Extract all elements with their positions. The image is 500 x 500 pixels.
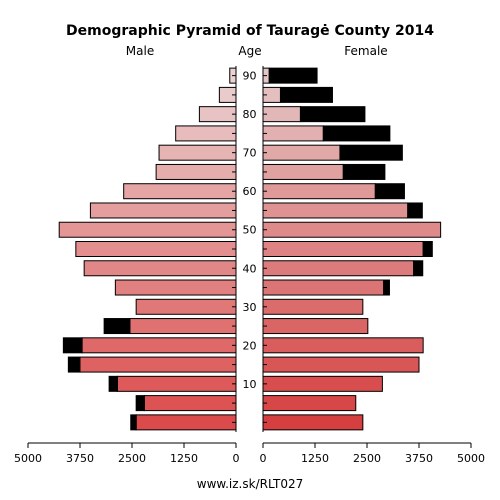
female-label: Female bbox=[344, 44, 387, 58]
male-excess-bar-0-4 bbox=[130, 414, 137, 431]
age-tick-label-40: 40 bbox=[243, 262, 257, 275]
male-label: Male bbox=[126, 44, 154, 58]
male-x-tick-label: 3750 bbox=[66, 452, 94, 465]
female-bar-45-49 bbox=[262, 241, 424, 257]
female-excess-bar-85-89 bbox=[279, 86, 333, 103]
female-excess-bar-45-49 bbox=[422, 241, 433, 257]
female-bar-30-34 bbox=[262, 298, 364, 315]
male-x-tick-label: 5000 bbox=[14, 452, 42, 465]
female-x-tick-label: 1250 bbox=[301, 452, 329, 465]
male-bar-40-44 bbox=[83, 260, 237, 277]
female-excess-bar-60-64 bbox=[374, 183, 405, 200]
female-excess-bar-40-44 bbox=[413, 260, 424, 277]
female-bar-20-24 bbox=[262, 337, 424, 354]
female-bar-50-54 bbox=[262, 221, 442, 238]
age-tick-label-20: 20 bbox=[243, 339, 257, 352]
male-bar-75-79 bbox=[175, 125, 237, 142]
age-tick-label-90: 90 bbox=[243, 70, 257, 83]
male-bar-70-74 bbox=[158, 144, 237, 161]
male-bar-15-19 bbox=[79, 356, 237, 373]
age-label: Age bbox=[238, 44, 261, 58]
age-tick-label-30: 30 bbox=[243, 301, 257, 314]
female-bar-55-59 bbox=[262, 202, 409, 219]
male-bar-10-14 bbox=[116, 375, 237, 392]
female-bar-70-74 bbox=[262, 144, 341, 161]
axes-group: 10 20 30 40 50 60 70 80 90 5000 3750 2500 1250 0 0 1250… bbox=[14, 66, 485, 465]
female-excess-bar-75-79 bbox=[322, 125, 391, 142]
male-bar-35-39 bbox=[114, 279, 237, 296]
male-bar-5-9 bbox=[143, 395, 237, 412]
age-tick-label-70: 70 bbox=[243, 147, 257, 160]
female-bar-60-64 bbox=[262, 183, 376, 200]
male-excess-bar-25-29 bbox=[103, 318, 131, 335]
male-x-tick-label: 1250 bbox=[170, 452, 198, 465]
female-excess-bar-80-84 bbox=[299, 106, 366, 123]
male-bar-0-4 bbox=[135, 414, 237, 431]
female-excess-bar-90+ bbox=[268, 67, 318, 84]
male-bar-25-29 bbox=[129, 318, 237, 335]
male-bar-20-24 bbox=[81, 337, 237, 354]
chart-title: Demographic Pyramid of Tauragė County 20… bbox=[66, 23, 434, 39]
male-excess-bar-15-19 bbox=[67, 356, 81, 373]
female-bar-35-39 bbox=[262, 279, 385, 296]
male-x-tick-label: 0 bbox=[233, 452, 240, 465]
female-excess-bar-70-74 bbox=[339, 144, 403, 161]
male-excess-bar-5-9 bbox=[135, 395, 145, 412]
bars-group bbox=[58, 67, 442, 431]
female-bar-5-9 bbox=[262, 395, 357, 412]
male-bar-50-54 bbox=[58, 221, 237, 238]
female-bar-65-69 bbox=[262, 163, 344, 180]
male-bar-30-34 bbox=[135, 298, 237, 315]
female-bar-75-79 bbox=[262, 125, 324, 142]
female-bar-25-29 bbox=[262, 318, 369, 335]
female-excess-bar-55-59 bbox=[407, 202, 423, 219]
male-bar-65-69 bbox=[155, 163, 237, 180]
age-tick-label-80: 80 bbox=[243, 108, 257, 121]
age-tick-label-60: 60 bbox=[243, 185, 257, 198]
source-label: www.iz.sk/RLT027 bbox=[197, 477, 303, 491]
male-bar-45-49 bbox=[75, 241, 237, 257]
female-bar-80-84 bbox=[262, 106, 301, 123]
female-x-tick-label: 5000 bbox=[457, 452, 485, 465]
female-x-tick-label: 2500 bbox=[353, 452, 381, 465]
female-x-tick-label: 3750 bbox=[405, 452, 433, 465]
female-excess-bar-35-39 bbox=[383, 279, 390, 296]
female-bar-10-14 bbox=[262, 375, 383, 392]
male-bar-55-59 bbox=[89, 202, 237, 219]
male-excess-bar-10-14 bbox=[108, 375, 118, 392]
female-x-tick-label: 0 bbox=[260, 452, 267, 465]
age-tick-label-50: 50 bbox=[243, 224, 257, 237]
female-bar-15-19 bbox=[262, 356, 420, 373]
male-bar-60-64 bbox=[123, 183, 237, 200]
female-bar-40-44 bbox=[262, 260, 415, 277]
male-x-tick-label: 2500 bbox=[118, 452, 146, 465]
female-excess-bar-65-69 bbox=[342, 163, 386, 180]
female-bar-0-4 bbox=[262, 414, 364, 431]
male-bar-80-84 bbox=[198, 106, 237, 123]
male-excess-bar-20-24 bbox=[62, 337, 83, 354]
age-tick-label-10: 10 bbox=[243, 378, 257, 391]
